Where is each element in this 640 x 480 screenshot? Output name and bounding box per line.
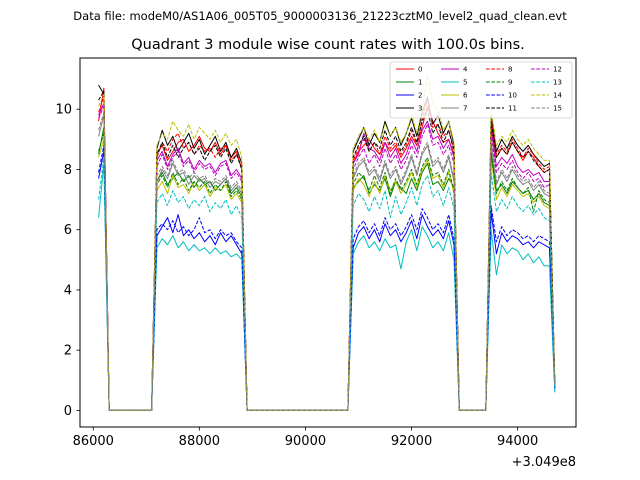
legend-label-11: 11 [508, 105, 517, 113]
y-tick-label: 2 [64, 344, 72, 359]
x-tick-label: 88000 [179, 434, 220, 449]
plot-frame [79, 57, 577, 428]
legend-label-6: 6 [463, 92, 468, 100]
y-tick-label: 0 [64, 404, 72, 419]
legend-label-12: 12 [553, 66, 562, 74]
legend-label-3: 3 [418, 105, 422, 113]
legend-label-9: 9 [508, 79, 512, 87]
legend-label-5: 5 [463, 79, 467, 87]
chart-title: Quadrant 3 module wise count rates with … [131, 37, 525, 53]
x-offset-label: +3.049e8 [512, 455, 576, 470]
legend-label-14: 14 [553, 92, 562, 100]
legend-label-15: 15 [553, 105, 562, 113]
x-tick-label: 90000 [285, 434, 326, 449]
y-tick-label: 6 [64, 223, 72, 238]
x-tick-label: 94000 [497, 434, 538, 449]
legend-label-7: 7 [463, 105, 467, 113]
y-tick-label: 4 [64, 283, 72, 298]
legend-label-1: 1 [418, 79, 422, 87]
x-tick-label: 86000 [73, 434, 114, 449]
legend-label-10: 10 [508, 92, 517, 100]
legend-label-13: 13 [553, 79, 562, 87]
suptitle: Data file: modeM0/AS1A06_005T05_90000031… [73, 9, 567, 23]
y-tick-label: 8 [64, 163, 72, 178]
legend-label-2: 2 [418, 92, 422, 100]
y-tick-label: 10 [55, 103, 72, 118]
x-tick-label: 92000 [391, 434, 432, 449]
legend-label-8: 8 [508, 66, 512, 74]
legend-label-0: 0 [418, 66, 422, 74]
legend-label-4: 4 [463, 66, 468, 74]
axes-layer: 86000 88000 90000 92000 94000 0 2 4 6 8 10 [55, 103, 538, 449]
series-layer [98, 75, 556, 411]
legend-box [389, 61, 573, 119]
series-line-15 [98, 111, 556, 411]
